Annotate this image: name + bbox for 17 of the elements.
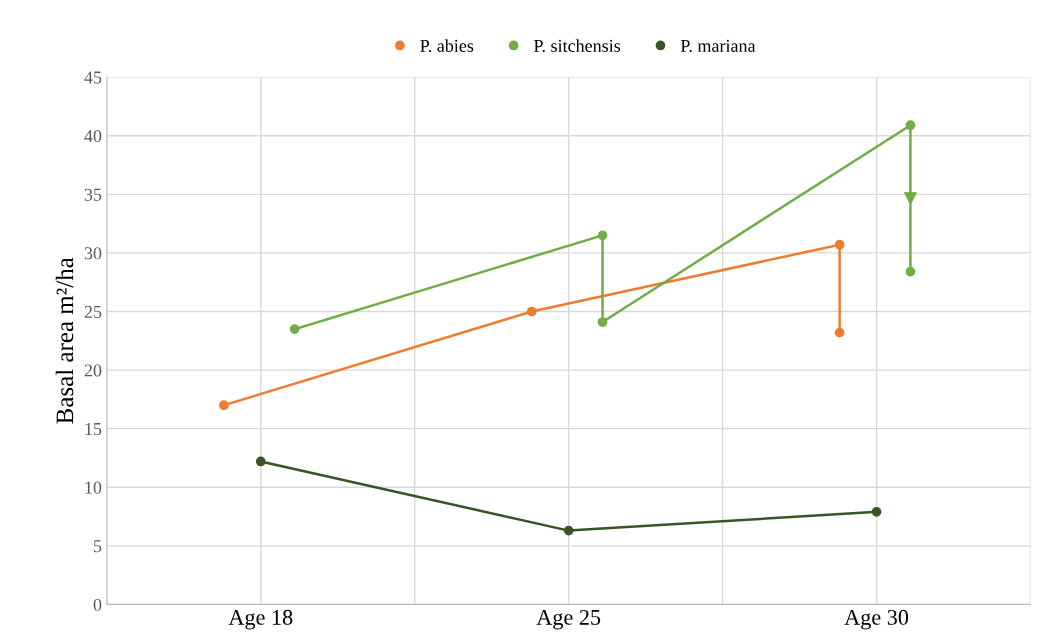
y-tick-label: 20	[84, 364, 102, 377]
x-tick-label: Age 25	[536, 609, 601, 630]
y-tick-label: 45	[84, 71, 102, 84]
y-tick-label: 15	[85, 423, 102, 436]
y-tick-label: 25	[84, 305, 102, 318]
y-tick-label: 30	[84, 247, 102, 260]
y-axis-title: Basal area m²/ha	[55, 257, 74, 424]
y-tick-label: 10	[85, 481, 102, 494]
x-tick-label: Age 30	[844, 609, 909, 630]
x-tick-label: Age 18	[228, 609, 293, 630]
legend-label: P. sitchensis	[533, 39, 621, 53]
y-tick-label: 0	[93, 598, 102, 611]
y-tick-label: 40	[84, 130, 102, 143]
legend-label: P. mariana	[680, 39, 756, 53]
y-tick-label: 5	[94, 540, 102, 553]
y-tick-label: 35	[84, 188, 102, 201]
legend-label: P. abies	[420, 39, 474, 53]
